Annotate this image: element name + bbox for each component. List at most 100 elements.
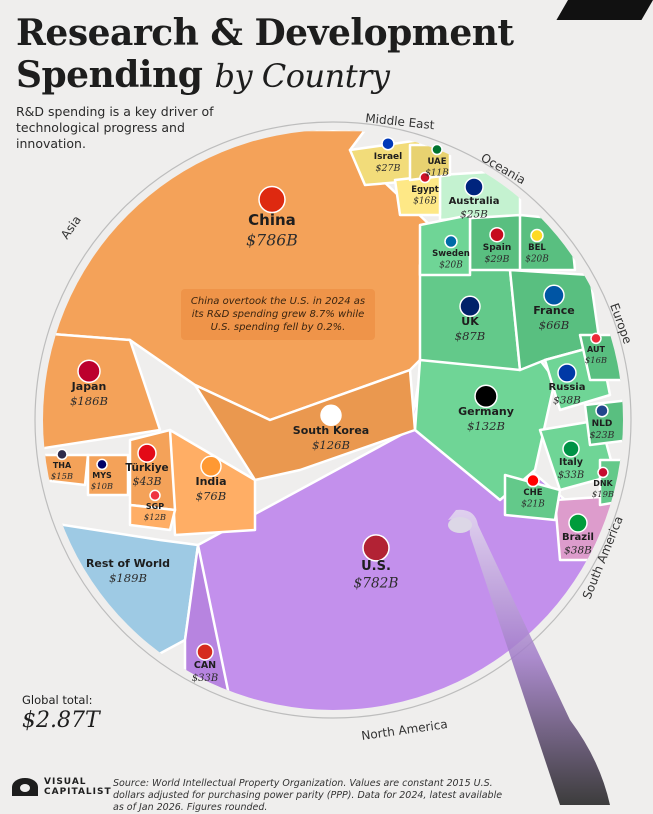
- flag-australia-icon: [464, 177, 484, 197]
- cell-che: [503, 473, 562, 522]
- cell-value-india: $76B: [196, 489, 227, 503]
- cell-value-russia: $38B: [553, 395, 581, 407]
- flag-bel-icon: [530, 228, 544, 243]
- cell-value-uae: $11B: [425, 168, 449, 178]
- cell-label-south-korea: South Korea: [293, 424, 369, 437]
- cell-label-dnk: DNK: [593, 479, 613, 488]
- flag-spain-icon: [489, 226, 505, 243]
- cell-label-mys: MYS: [92, 471, 112, 480]
- source-note: Source: World Intellectual Property Orga…: [113, 778, 503, 813]
- cell-label-rest-of-world: Rest of World: [86, 557, 170, 570]
- flag-mys-icon: [96, 458, 108, 471]
- cell-value-israel: $27B: [376, 163, 401, 174]
- cell-value-spain: $29B: [485, 254, 510, 265]
- cell-value-australia: $25B: [460, 209, 488, 221]
- cell-label-uk: UK: [461, 315, 479, 328]
- flag-brazil-icon: [568, 513, 588, 533]
- cell-sgp: [128, 503, 177, 532]
- cell-label-che: CHE: [523, 488, 542, 498]
- cell-label-japan: Japan: [71, 380, 107, 393]
- cell-label-russia: Russia: [549, 382, 586, 393]
- cell-value-germany: $132B: [467, 419, 505, 433]
- cell-labels: China$786B U.S. $782B Rest of World$189B Jap…: [51, 136, 615, 684]
- cell-label-italy: Italy: [559, 457, 584, 468]
- cell-value-rest-of-world: $189B: [109, 571, 147, 585]
- flag-germany-icon: [474, 384, 498, 409]
- cell-value-france: $66B: [539, 318, 570, 332]
- cell-sweden: [418, 213, 472, 277]
- flag-can-icon: [196, 643, 214, 661]
- brand-line2: CAPITALIST: [44, 787, 112, 797]
- insight-callout: China overtook the U.S. in 2024 as its R…: [181, 289, 375, 340]
- cell-value-u-s: $782B: [354, 576, 399, 592]
- cell-value-can: $33B: [192, 673, 218, 684]
- cell-value-egypt: $16B: [413, 196, 437, 206]
- cell-value-bel: $20B: [525, 254, 549, 264]
- cell-label-can: CAN: [194, 660, 216, 671]
- eye-logo-icon: [12, 778, 38, 796]
- title-suffix: by Country: [214, 57, 390, 95]
- cell-label-tha: THA: [53, 461, 72, 470]
- cell-value-t-rkiye: $43B: [132, 475, 161, 488]
- flag-india-icon: [200, 455, 222, 478]
- cell-value-italy: $33B: [558, 470, 584, 481]
- flag-dnk-icon: [597, 466, 609, 479]
- global-total-label: Global total:: [22, 693, 93, 707]
- cell-value-south-korea: $126B: [312, 438, 350, 452]
- flag-russia-icon: [557, 363, 577, 383]
- flag-sgp-icon: [149, 489, 161, 502]
- chart-title: Research & Development Spending by Count…: [16, 12, 514, 97]
- cell-label-spain: Spain: [483, 243, 512, 253]
- cell-japan: [43, 328, 162, 457]
- region-ring: [34, 121, 632, 719]
- cell-label-sweden: Sweden: [432, 249, 470, 259]
- cell-value-sgp: $12B: [144, 512, 166, 522]
- region-label-asia: Asia: [58, 213, 84, 242]
- flag-sweden-icon: [444, 234, 458, 249]
- cell-label-bel: BEL: [528, 243, 546, 253]
- cell-label-france: France: [533, 304, 574, 317]
- region-label-north-america: North America: [360, 717, 448, 743]
- flag-aut-icon: [590, 332, 602, 345]
- cell-value-dnk: $19B: [592, 489, 614, 499]
- cell-egypt: [393, 173, 442, 217]
- brand-line1: VISUAL: [44, 777, 87, 787]
- flag-u-s-icon: [362, 534, 390, 562]
- cell-label-aut: AUT: [587, 345, 605, 354]
- cell-label-germany: Germany: [458, 405, 514, 418]
- cell-value-tha: $15B: [51, 471, 73, 481]
- flag-china-icon: [258, 185, 286, 214]
- dropper-illustration: [448, 509, 610, 805]
- cell-value-uk: $87B: [455, 329, 486, 343]
- cell-value-brazil: $38B: [564, 545, 592, 557]
- title-line2: Spending: [16, 54, 203, 96]
- flag-nld-icon: [595, 403, 609, 418]
- cell-label-uae: UAE: [427, 157, 446, 167]
- flag-japan-icon: [77, 359, 101, 384]
- flag-egypt-icon: [419, 171, 431, 184]
- cell-label-israel: Israel: [374, 152, 402, 162]
- flag-italy-icon: [562, 440, 580, 458]
- cell-label-india: India: [196, 475, 227, 488]
- cell-value-china: $786B: [246, 230, 298, 249]
- cell-label-egypt: Egypt: [411, 185, 439, 195]
- cell-value-nld: $23B: [590, 430, 615, 441]
- flag-tha-icon: [56, 448, 68, 461]
- global-total-value: $2.87T: [22, 708, 100, 733]
- cell-value-sweden: $20B: [439, 260, 463, 270]
- flag-south-korea-icon: [320, 404, 342, 427]
- cell-label-t-rkiye: Türkiye: [125, 462, 168, 474]
- cell-tha: [43, 453, 90, 487]
- title-line1: Research & Development: [16, 12, 514, 54]
- cell-label-nld: NLD: [592, 419, 613, 429]
- cell-label-australia: Australia: [449, 196, 500, 207]
- cell-label-brazil: Brazil: [562, 532, 594, 543]
- flag-t-rkiye-icon: [137, 443, 157, 463]
- brand-logo: VISUAL CAPITALIST: [12, 777, 112, 797]
- cell-value-japan: $186B: [70, 394, 108, 408]
- flag-uk-icon: [459, 295, 481, 318]
- cell-value-che: $21B: [521, 499, 545, 509]
- cell-label-u-s: U.S.: [361, 559, 391, 574]
- cell-value-mys: $10B: [91, 481, 113, 491]
